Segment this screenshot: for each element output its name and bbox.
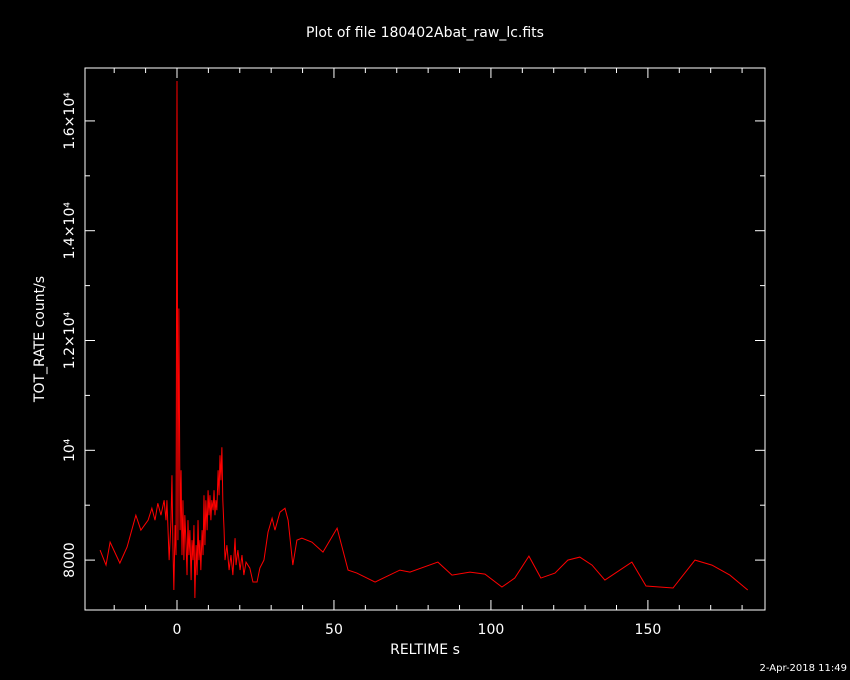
x-tick-label: 0 — [173, 622, 182, 638]
y-axis-label: TOT_RATE count/s — [32, 276, 48, 403]
y-tick-label: 8000 — [62, 542, 78, 578]
y-tick-label: 10⁴ — [62, 438, 78, 462]
y-tick-label: 1.2×10⁴ — [62, 311, 78, 369]
x-tick-label: 50 — [325, 622, 343, 638]
footer-timestamp: 2-Apr-2018 11:49 — [760, 663, 847, 674]
y-tick-label: 1.6×10⁴ — [62, 92, 78, 150]
y-tick-label: 1.4×10⁴ — [62, 202, 78, 260]
x-axis-label: RELTIME s — [390, 642, 460, 658]
x-tick-label: 150 — [635, 622, 662, 638]
chart-title: Plot of file 180402Abat_raw_lc.fits — [306, 25, 544, 41]
x-tick-label: 100 — [478, 622, 505, 638]
light-curve — [99, 81, 749, 599]
plot-frame — [84, 67, 766, 611]
